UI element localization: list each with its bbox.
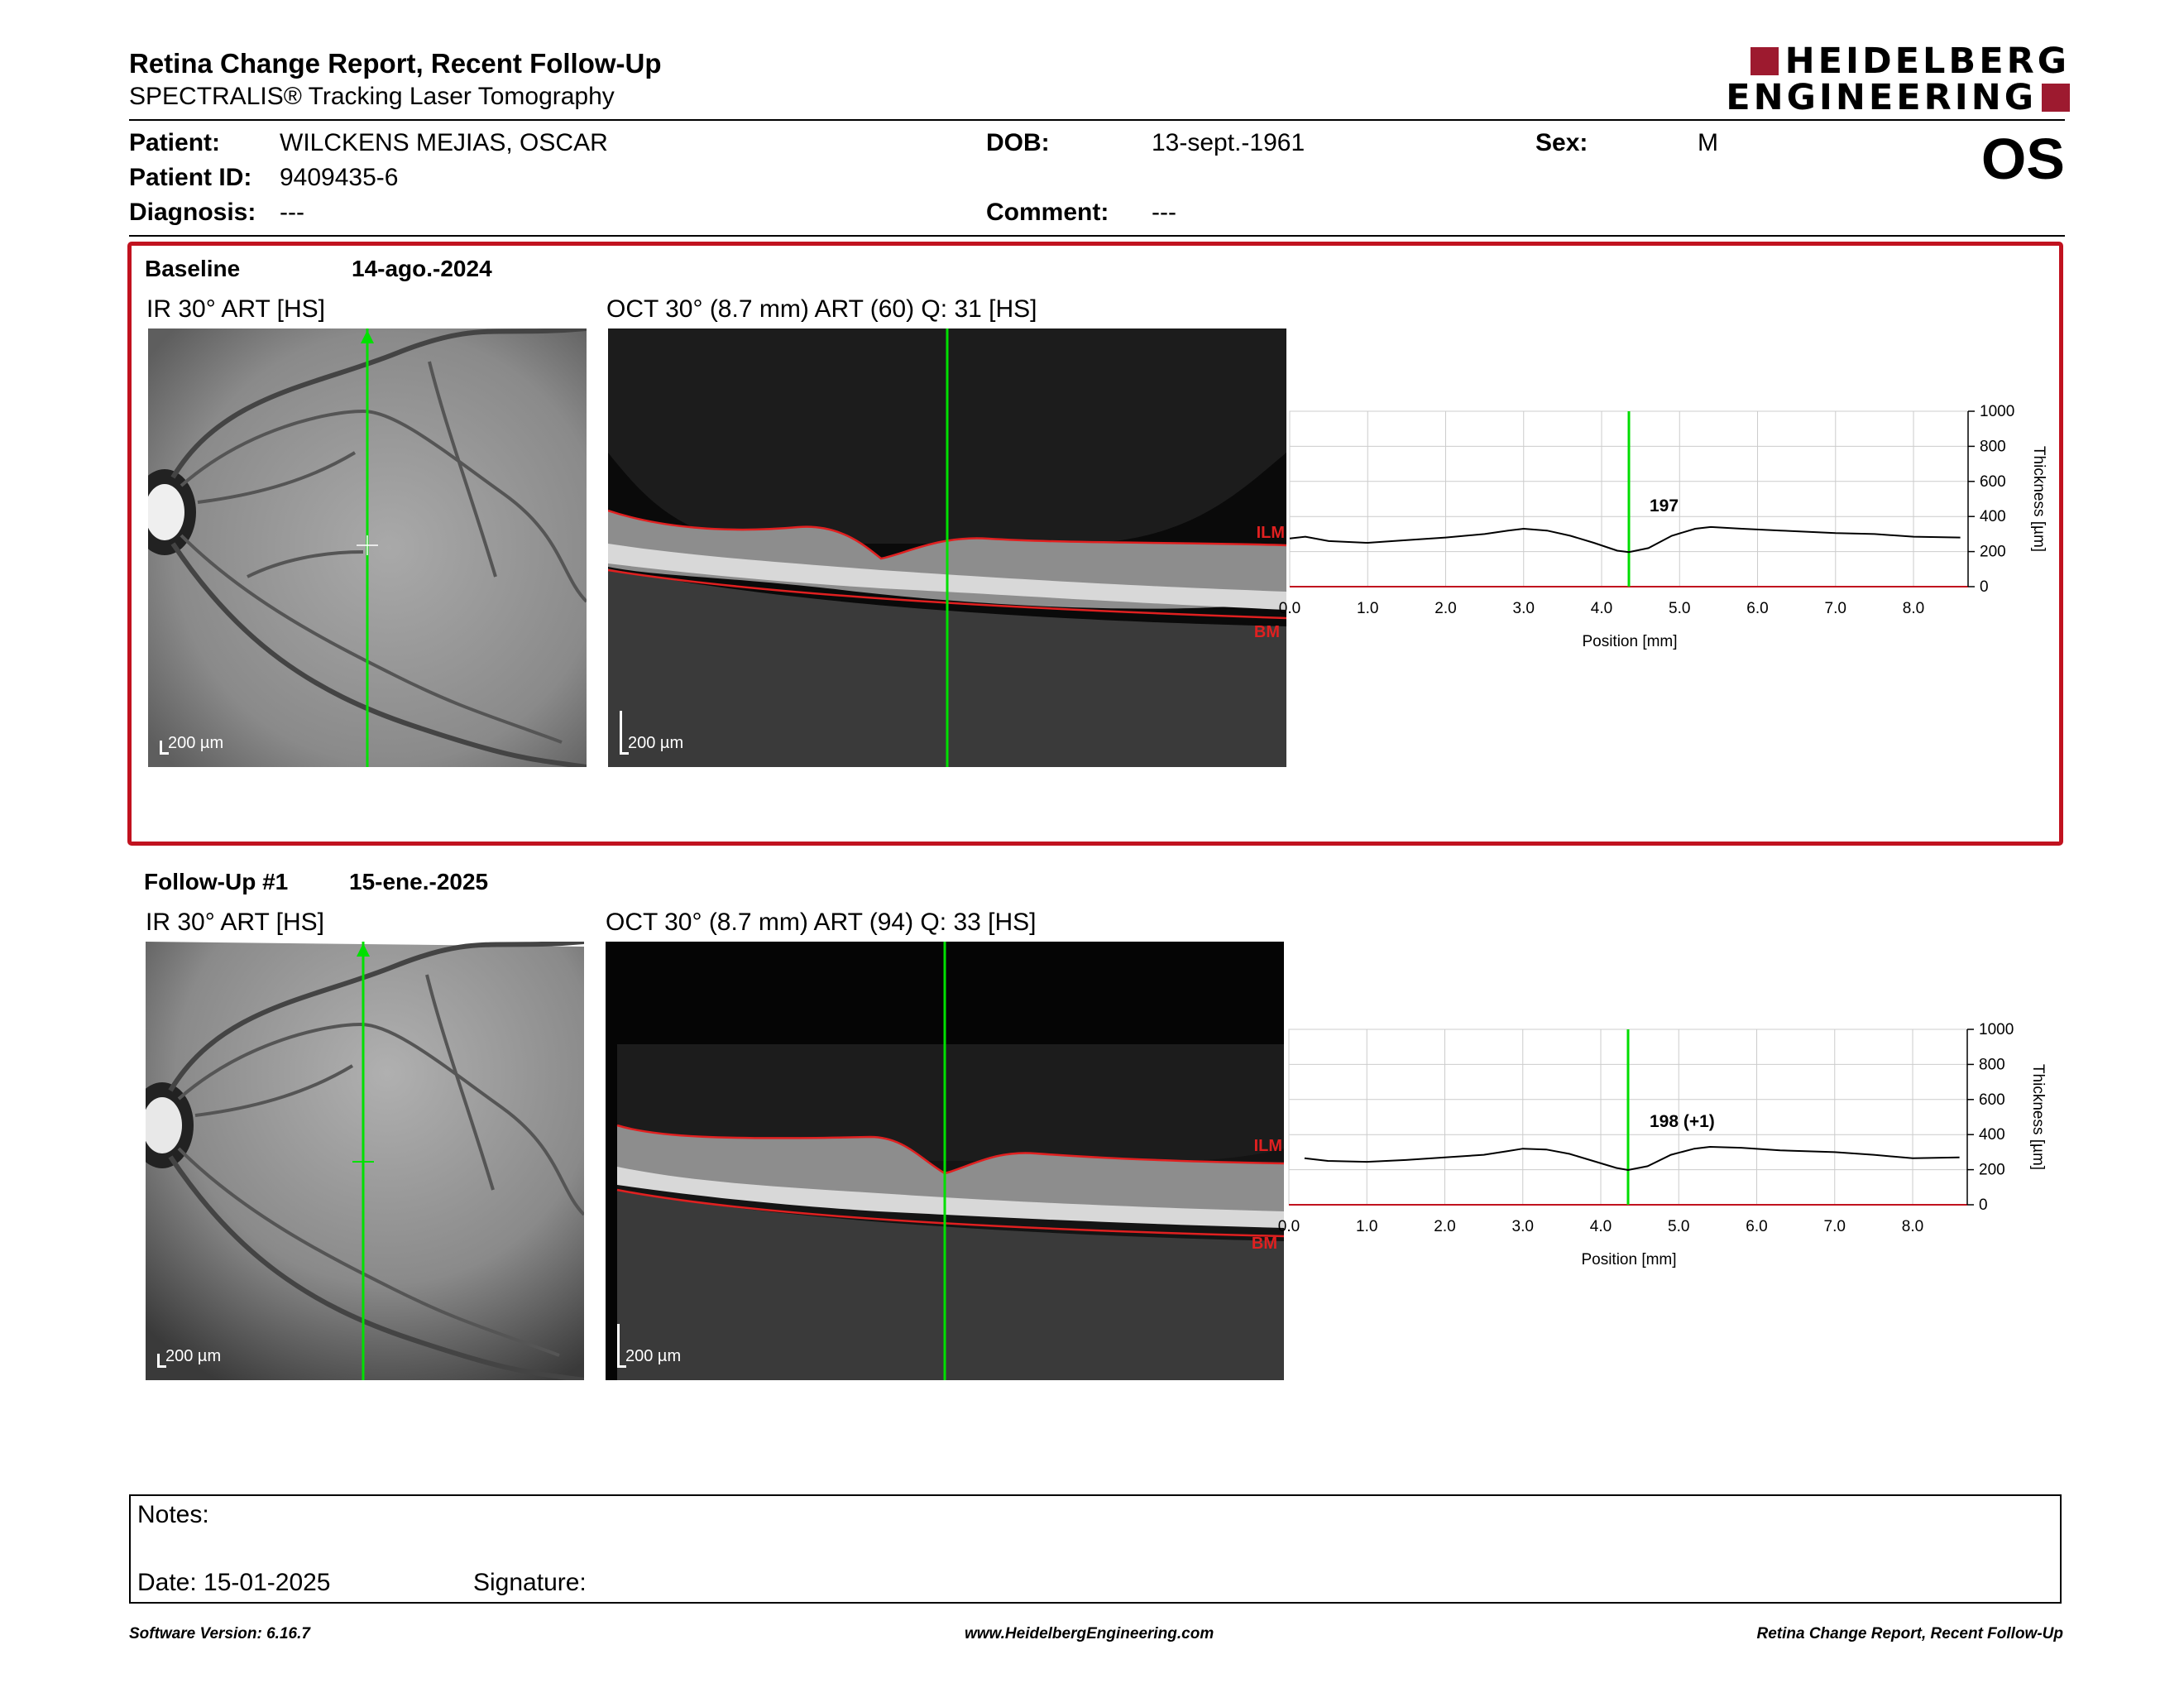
footer-website-link[interactable]: www.HeidelbergEngineering.com bbox=[965, 1625, 1214, 1642]
header-divider bbox=[129, 119, 2065, 121]
y-tick-label: 0 bbox=[1980, 578, 1989, 596]
y-tick-label: 1000 bbox=[1979, 1021, 2014, 1038]
oct-bscan-image[interactable]: ILM BM 200 µm bbox=[608, 328, 1286, 767]
dob-label: DOB: bbox=[986, 129, 1050, 156]
x-tick-label: 7.0 bbox=[1825, 600, 1846, 617]
x-tick-label: 3.0 bbox=[1513, 600, 1535, 617]
x-tick-label: 1.0 bbox=[1356, 1218, 1377, 1235]
scale-bar-icon bbox=[617, 1324, 626, 1368]
sex-label: Sex: bbox=[1535, 129, 1588, 156]
notes-label: Notes: bbox=[137, 1501, 209, 1528]
oct-bscan-graphic bbox=[608, 328, 1286, 767]
x-tick-label: 4.0 bbox=[1590, 1218, 1612, 1235]
signature-label: Signature: bbox=[473, 1569, 587, 1596]
x-tick-label: 1.0 bbox=[1357, 600, 1378, 617]
comment-value: --- bbox=[1152, 199, 1176, 226]
x-tick-label: 0.0 bbox=[1279, 600, 1300, 617]
y-tick-label: 1000 bbox=[1980, 403, 2014, 420]
ilm-label: ILM bbox=[1253, 1137, 1282, 1155]
exam-date: 14-ago.-2024 bbox=[352, 256, 492, 281]
x-tick-label: 8.0 bbox=[1903, 600, 1924, 617]
thickness-series-line bbox=[1289, 525, 1961, 554]
scale-label: 200 µm bbox=[168, 734, 224, 752]
thickness-chart-baseline[interactable]: 0.0 1.0 2.0 3.0 4.0 5.0 6.0 7.0 8.0 0 200 400 600 800… bbox=[1279, 403, 2051, 659]
y-tick-label: 600 bbox=[1979, 1091, 2005, 1109]
exam-label: Baseline bbox=[145, 256, 241, 281]
y-tick-label: 0 bbox=[1979, 1196, 1988, 1214]
y-axis-label: Thickness [µm] bbox=[2030, 446, 2048, 552]
logo-square-icon bbox=[1750, 47, 1779, 75]
bm-label: BM bbox=[1253, 623, 1280, 641]
x-tick-label: 2.0 bbox=[1434, 1218, 1455, 1235]
logo-line-1: HEIDELBERG bbox=[1784, 41, 2070, 82]
ir-fundus-graphic bbox=[146, 942, 584, 1380]
dob-value: 13-sept.-1961 bbox=[1152, 129, 1305, 156]
patient-id-label: Patient ID: bbox=[129, 164, 252, 191]
ir-caption: IR 30° ART [HS] bbox=[146, 909, 324, 936]
patient-name: WILCKENS MEJIAS, OSCAR bbox=[280, 129, 608, 156]
report-title: Retina Change Report, Recent Follow-Up bbox=[129, 48, 662, 79]
scale-bar-icon bbox=[160, 741, 169, 755]
x-tick-label: 7.0 bbox=[1824, 1218, 1846, 1235]
diagnosis-label: Diagnosis: bbox=[129, 199, 256, 226]
thickness-chart-followup[interactable]: 0.0 1.0 2.0 3.0 4.0 5.0 6.0 7.0 8.0 0 200 400 600 800… bbox=[1278, 1021, 2050, 1278]
ir-caption: IR 30° ART [HS] bbox=[146, 295, 325, 323]
eye-indicator: OS bbox=[1980, 127, 2065, 191]
patient-divider bbox=[129, 235, 2065, 237]
x-tick-label: 8.0 bbox=[1902, 1218, 1923, 1235]
diagnosis-value: --- bbox=[280, 199, 304, 226]
scale-label: 200 µm bbox=[628, 734, 684, 752]
y-tick-label: 800 bbox=[1980, 438, 2006, 455]
scale-label: 200 µm bbox=[625, 1347, 682, 1365]
x-tick-label: 4.0 bbox=[1591, 600, 1612, 617]
baseline-panel: Baseline 14-ago.-2024 IR 30° ART [HS] OC… bbox=[127, 242, 2063, 846]
y-tick-label: 400 bbox=[1980, 508, 2006, 525]
x-tick-label: 5.0 bbox=[1669, 600, 1690, 617]
followup-panel: Follow-Up #1 15-ene.-2025 IR 30° ART [HS… bbox=[127, 861, 2063, 1431]
logo-line-2: ENGINEERING bbox=[1726, 77, 2037, 118]
scale-bar-icon bbox=[620, 711, 629, 755]
ir-fundus-graphic bbox=[148, 328, 587, 767]
notes-box: Notes: Date: 15-01-2025 Signature: bbox=[129, 1494, 2062, 1604]
thickness-value-label: 197 bbox=[1650, 496, 1679, 516]
x-tick-label: 3.0 bbox=[1512, 1218, 1534, 1235]
bm-label: BM bbox=[1251, 1235, 1277, 1253]
ir-fundus-image[interactable]: 200 µm bbox=[148, 328, 587, 767]
x-axis-label: Position [mm] bbox=[1581, 1251, 1676, 1268]
y-tick-label: 800 bbox=[1979, 1056, 2005, 1073]
thickness-series-line bbox=[1304, 1145, 1960, 1172]
ilm-label: ILM bbox=[1256, 524, 1285, 542]
oct-bscan-image[interactable]: ILM BM 200 µm bbox=[606, 942, 1284, 1380]
y-axis-label: Thickness [µm] bbox=[2029, 1064, 2047, 1170]
exam-label: Follow-Up #1 bbox=[144, 869, 289, 894]
sex-value: M bbox=[1698, 129, 1718, 156]
report-subtitle: SPECTRALIS® Tracking Laser Tomography bbox=[129, 83, 615, 110]
x-tick-label: 6.0 bbox=[1746, 600, 1768, 617]
oct-bscan-graphic bbox=[606, 942, 1284, 1380]
logo-square-icon bbox=[2042, 84, 2070, 112]
patient-id: 9409435-6 bbox=[280, 164, 399, 191]
y-tick-label: 200 bbox=[1979, 1162, 2005, 1179]
x-tick-label: 6.0 bbox=[1746, 1218, 1767, 1235]
scale-label: 200 µm bbox=[165, 1347, 222, 1365]
footer-software-version: Software Version: 6.16.7 bbox=[129, 1625, 310, 1642]
x-tick-label: 5.0 bbox=[1668, 1218, 1689, 1235]
scale-bar-icon bbox=[157, 1354, 166, 1368]
x-tick-label: 2.0 bbox=[1434, 600, 1456, 617]
thickness-value-label: 198 (+1) bbox=[1650, 1112, 1715, 1131]
footer-report-name: Retina Change Report, Recent Follow-Up bbox=[1756, 1625, 2063, 1642]
patient-name-label: Patient: bbox=[129, 129, 221, 156]
x-tick-label: 0.0 bbox=[1278, 1218, 1300, 1235]
oct-caption: OCT 30° (8.7 mm) ART (94) Q: 33 [HS] bbox=[606, 909, 1037, 936]
oct-caption: OCT 30° (8.7 mm) ART (60) Q: 31 [HS] bbox=[606, 295, 1037, 323]
ir-fundus-image[interactable]: 200 µm bbox=[146, 942, 584, 1380]
exam-date: 15-ene.-2025 bbox=[349, 869, 489, 894]
notes-date: Date: 15-01-2025 bbox=[137, 1569, 331, 1596]
y-tick-label: 200 bbox=[1980, 544, 2006, 561]
x-axis-label: Position [mm] bbox=[1582, 633, 1677, 650]
comment-label: Comment: bbox=[986, 199, 1109, 226]
y-tick-label: 400 bbox=[1979, 1126, 2005, 1144]
y-tick-label: 600 bbox=[1980, 473, 2006, 491]
